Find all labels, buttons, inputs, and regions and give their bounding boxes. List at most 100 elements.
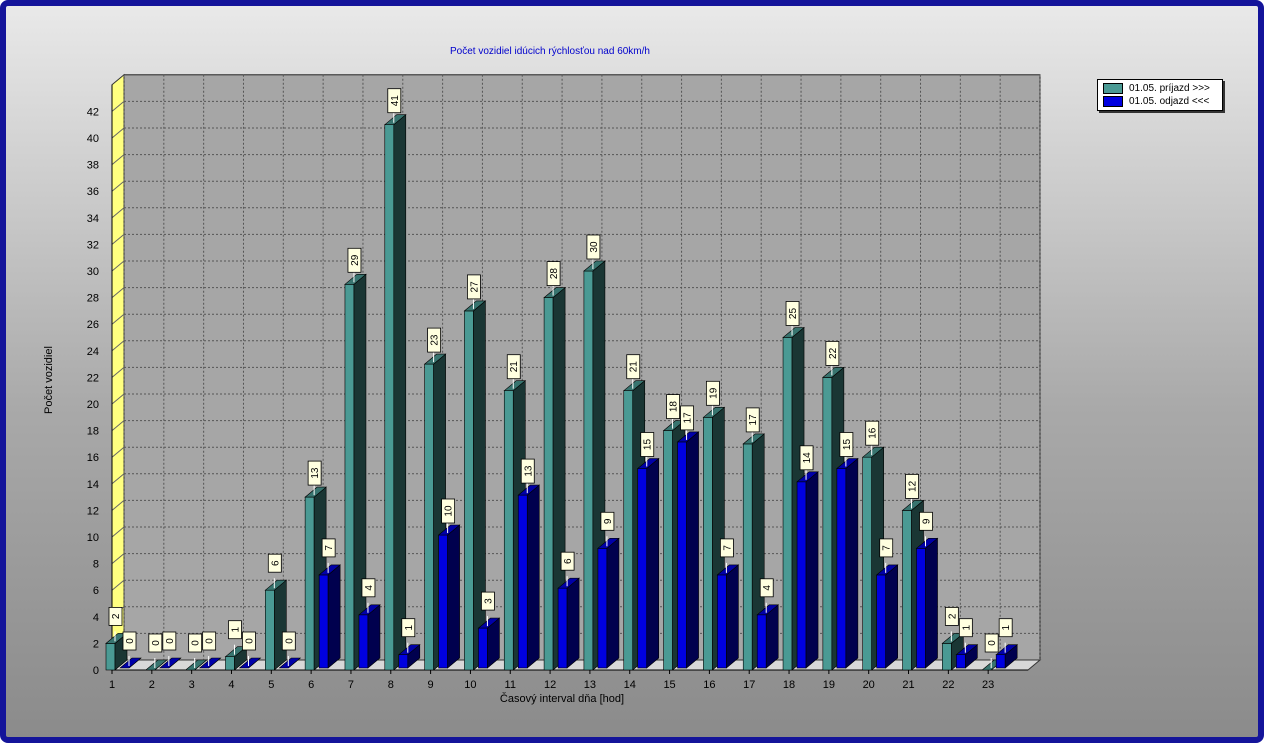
x-tick-label: 11 — [505, 679, 516, 691]
bar-side — [686, 431, 699, 669]
data-label-box — [361, 578, 376, 598]
x-tick-label: 18 — [783, 679, 795, 691]
legend-item-departure: 01.05. odjazd <<< — [1103, 96, 1209, 108]
bar-top — [463, 300, 487, 312]
grid-line-side — [111, 154, 125, 165]
bar-front — [822, 377, 833, 671]
data-label-box — [745, 407, 760, 433]
bar-departure-5 — [278, 657, 302, 669]
data-label-box — [640, 432, 655, 457]
bar-top — [423, 353, 447, 365]
data-label: 6 — [270, 560, 281, 566]
bar-departure-13 — [597, 537, 620, 669]
grid-line-side — [111, 367, 125, 378]
grid-line-side — [111, 207, 125, 219]
data-label: 1 — [961, 624, 972, 630]
bar-arrival-10 — [463, 300, 487, 671]
x-tick-label: 14 — [624, 679, 636, 691]
bar-top — [278, 657, 302, 669]
grid-line-side — [111, 446, 125, 458]
x-tick-label: 23 — [982, 679, 994, 691]
data-label-box — [242, 631, 256, 651]
grid-line-side — [111, 500, 125, 511]
data-label: 4 — [762, 585, 773, 591]
bar-front — [995, 654, 1006, 669]
data-label: 0 — [125, 638, 136, 644]
x-tick-label: 12 — [544, 679, 556, 691]
data-label-box — [467, 274, 481, 300]
data-label-box — [919, 511, 933, 531]
y-tick-label: 4 — [93, 612, 99, 624]
bar-top — [676, 431, 700, 443]
bar-top — [636, 458, 660, 469]
data-label-box — [506, 354, 521, 380]
data-label: 6 — [563, 558, 574, 564]
data-label-box — [546, 261, 561, 287]
bar-side — [473, 300, 486, 671]
y-tick-label: 22 — [87, 372, 99, 384]
x-axis-label: Časový interval dňa [hod] — [500, 692, 624, 705]
grid-line-side — [111, 180, 125, 192]
x-tick-label: 20 — [863, 679, 875, 691]
data-label: 28 — [549, 268, 560, 280]
x-tick-label: 16 — [703, 679, 715, 691]
legend: 01.05. príjazd >>> 01.05. odjazd <<< — [1097, 79, 1223, 111]
chart-title: Počet vozidiel idúcich rýchlosťou nad 60… — [450, 46, 650, 57]
data-label: 7 — [882, 545, 893, 551]
data-label: 2 — [947, 613, 958, 619]
data-label-box — [998, 618, 1013, 638]
data-label: 0 — [151, 640, 162, 646]
legend-label-departure: 01.05. odjazd <<< — [1129, 96, 1210, 108]
data-label-box — [825, 340, 840, 366]
x-tick-label: 1 — [109, 679, 115, 691]
bar-departure-16 — [716, 564, 740, 669]
bar-top — [861, 446, 885, 458]
bar-top — [344, 273, 367, 285]
bar-side — [606, 537, 620, 669]
data-label: 17 — [748, 414, 759, 426]
data-label: 12 — [908, 480, 919, 492]
bar-departure-6 — [318, 564, 341, 669]
data-label-box — [427, 327, 442, 353]
bar-side — [447, 524, 460, 669]
data-label-box — [228, 620, 242, 640]
bar-top — [901, 500, 925, 511]
grid-line-side — [111, 313, 125, 325]
data-label: 29 — [350, 254, 361, 266]
data-label-box — [905, 473, 919, 499]
data-label: 17 — [683, 412, 694, 424]
y-tick-label: 2 — [93, 638, 99, 650]
data-label: 1 — [230, 626, 241, 632]
bar-top — [543, 287, 566, 298]
bar-front — [782, 337, 793, 671]
data-label: 3 — [483, 598, 494, 604]
bar-front — [318, 574, 329, 669]
bar-top — [158, 657, 182, 669]
bar-top — [304, 486, 327, 498]
data-label: 14 — [802, 452, 813, 464]
bar-front — [384, 124, 395, 671]
y-tick-label: 10 — [87, 532, 99, 544]
bar-side — [526, 484, 540, 669]
data-label: 21 — [509, 361, 520, 373]
data-label: 7 — [722, 545, 733, 551]
bar-departure-20 — [875, 564, 899, 669]
bar-arrival-3 — [184, 659, 208, 671]
y-tick-label: 18 — [87, 426, 99, 438]
bar-departure-21 — [915, 537, 939, 669]
bar-side — [845, 457, 859, 669]
bar-front — [836, 468, 847, 669]
bar-front — [876, 574, 886, 669]
bar-front — [358, 614, 369, 669]
data-label: 2 — [111, 613, 122, 619]
x-tick-label: 21 — [902, 679, 914, 691]
bar-top — [597, 537, 620, 549]
bar-arrival-17 — [742, 433, 766, 671]
data-label-box — [202, 631, 217, 651]
data-label-box — [879, 538, 894, 558]
bar-departure-1 — [119, 657, 142, 669]
bar-side — [274, 579, 287, 671]
data-label: 13 — [310, 467, 321, 479]
grid-line-side — [111, 393, 125, 405]
grid-line-side — [111, 287, 125, 298]
